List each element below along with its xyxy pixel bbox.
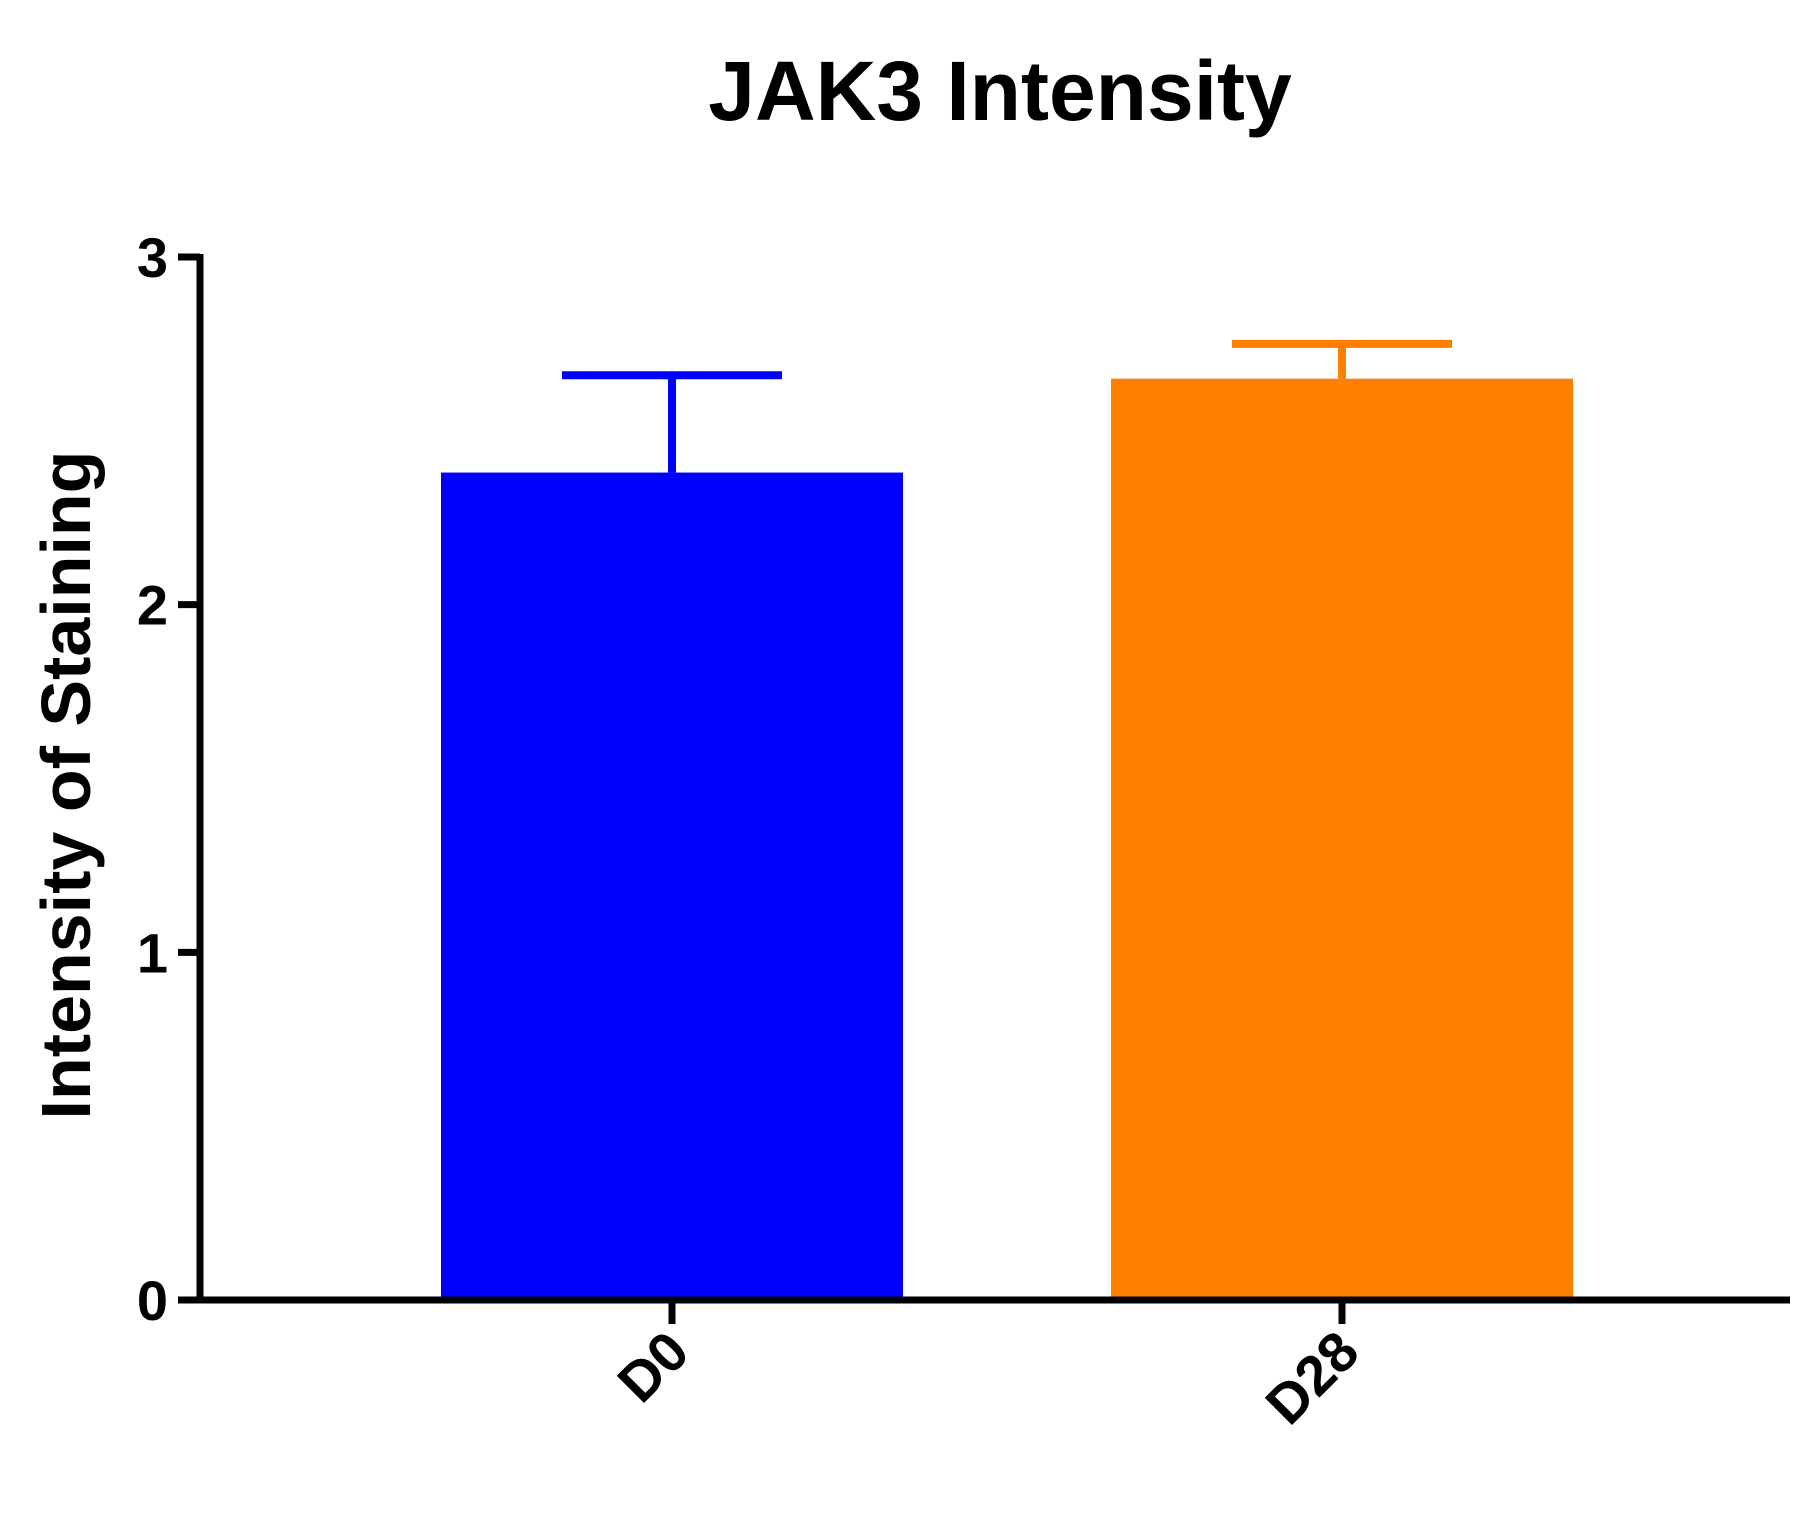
error-bars-group [562,339,1452,473]
x-tick-label-d28: D28 [1253,1319,1370,1436]
bar-d28 [1111,378,1573,1300]
y-tick-label: 0 [137,1269,168,1332]
y-tick-label: 2 [137,574,168,637]
x-ticks-group: D0 D28 [605,1300,1370,1436]
y-ticks-group: 0 1 2 3 [137,226,200,1332]
bar-d0 [441,472,903,1300]
y-tick-label: 1 [137,921,168,984]
chart-title: JAK3 Intensity [708,44,1292,138]
bars-group [441,378,1573,1300]
x-tick-label-d0: D0 [605,1319,700,1414]
y-axis-label: Intensity of Staining [27,451,105,1120]
y-tick-label: 3 [137,226,168,289]
